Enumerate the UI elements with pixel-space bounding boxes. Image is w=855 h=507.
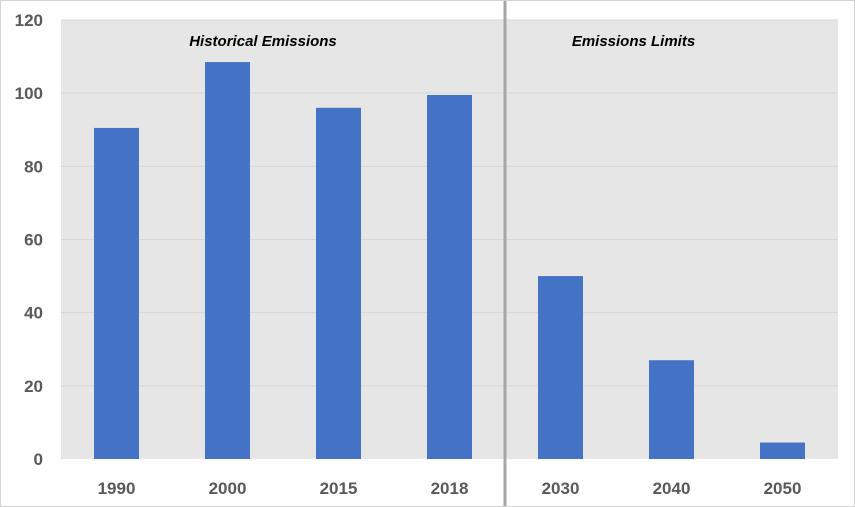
- x-axis-ticks: 1990 2000 2015 2018 2030 2040 2050: [98, 479, 802, 498]
- y-tick-label: 0: [34, 450, 43, 469]
- y-tick-label: 120: [15, 11, 43, 30]
- bar-2000: [205, 62, 250, 460]
- y-tick-label: 80: [24, 157, 43, 176]
- y-axis-ticks: 0 20 40 60 80 100 120: [15, 11, 43, 469]
- x-tick-label: 2000: [209, 479, 247, 498]
- bar-1990: [94, 127, 139, 459]
- bar-2018: [427, 94, 472, 459]
- bar-2030: [538, 276, 583, 459]
- bars: [94, 62, 805, 460]
- bar-2040: [649, 360, 694, 459]
- y-tick-label: 20: [24, 377, 43, 396]
- y-tick-label: 100: [15, 84, 43, 103]
- x-tick-label: 2040: [653, 479, 691, 498]
- x-tick-label: 2030: [542, 479, 580, 498]
- x-tick-label: 2018: [431, 479, 469, 498]
- bar-2015: [316, 107, 361, 460]
- bar-2050: [760, 442, 805, 459]
- annotations: Historical Emissions Emissions Limits: [189, 33, 695, 50]
- x-tick-label: 1990: [98, 479, 136, 498]
- y-tick-label: 60: [24, 231, 43, 250]
- annotation-limits: Emissions Limits: [572, 33, 695, 50]
- x-tick-label: 2050: [764, 479, 802, 498]
- y-tick-label: 40: [24, 304, 43, 323]
- x-tick-label: 2015: [320, 479, 358, 498]
- annotation-historical: Historical Emissions: [189, 33, 337, 50]
